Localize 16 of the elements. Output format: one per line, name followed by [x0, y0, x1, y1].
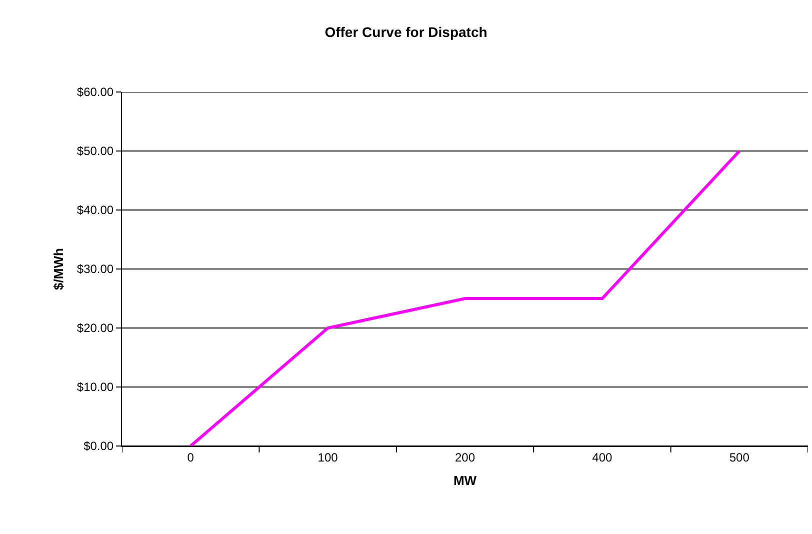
x-tick-label: 100 — [318, 450, 338, 464]
x-tick-label: 400 — [592, 450, 613, 464]
x-tick-label: 500 — [729, 450, 750, 464]
x-tick-label: 200 — [454, 450, 476, 464]
line-series — [189, 150, 741, 446]
y-tick-label: $30.00 — [76, 262, 114, 276]
y-tick-label: $0.00 — [84, 439, 114, 454]
x-tick-label: 0 — [187, 450, 194, 464]
x-axis-title: MW — [453, 473, 478, 488]
y-tick-label: $50.00 — [76, 144, 114, 158]
y-tick-label: $40.00 — [76, 203, 114, 218]
y-axis-title: $/MWh — [50, 248, 66, 290]
y-tick-label: $10.00 — [76, 380, 114, 394]
y-tick-label: $20.00 — [76, 321, 114, 336]
y-tick-label: $60.00 — [76, 85, 114, 100]
chart-title: Offer Curve for Dispatch — [324, 24, 488, 40]
